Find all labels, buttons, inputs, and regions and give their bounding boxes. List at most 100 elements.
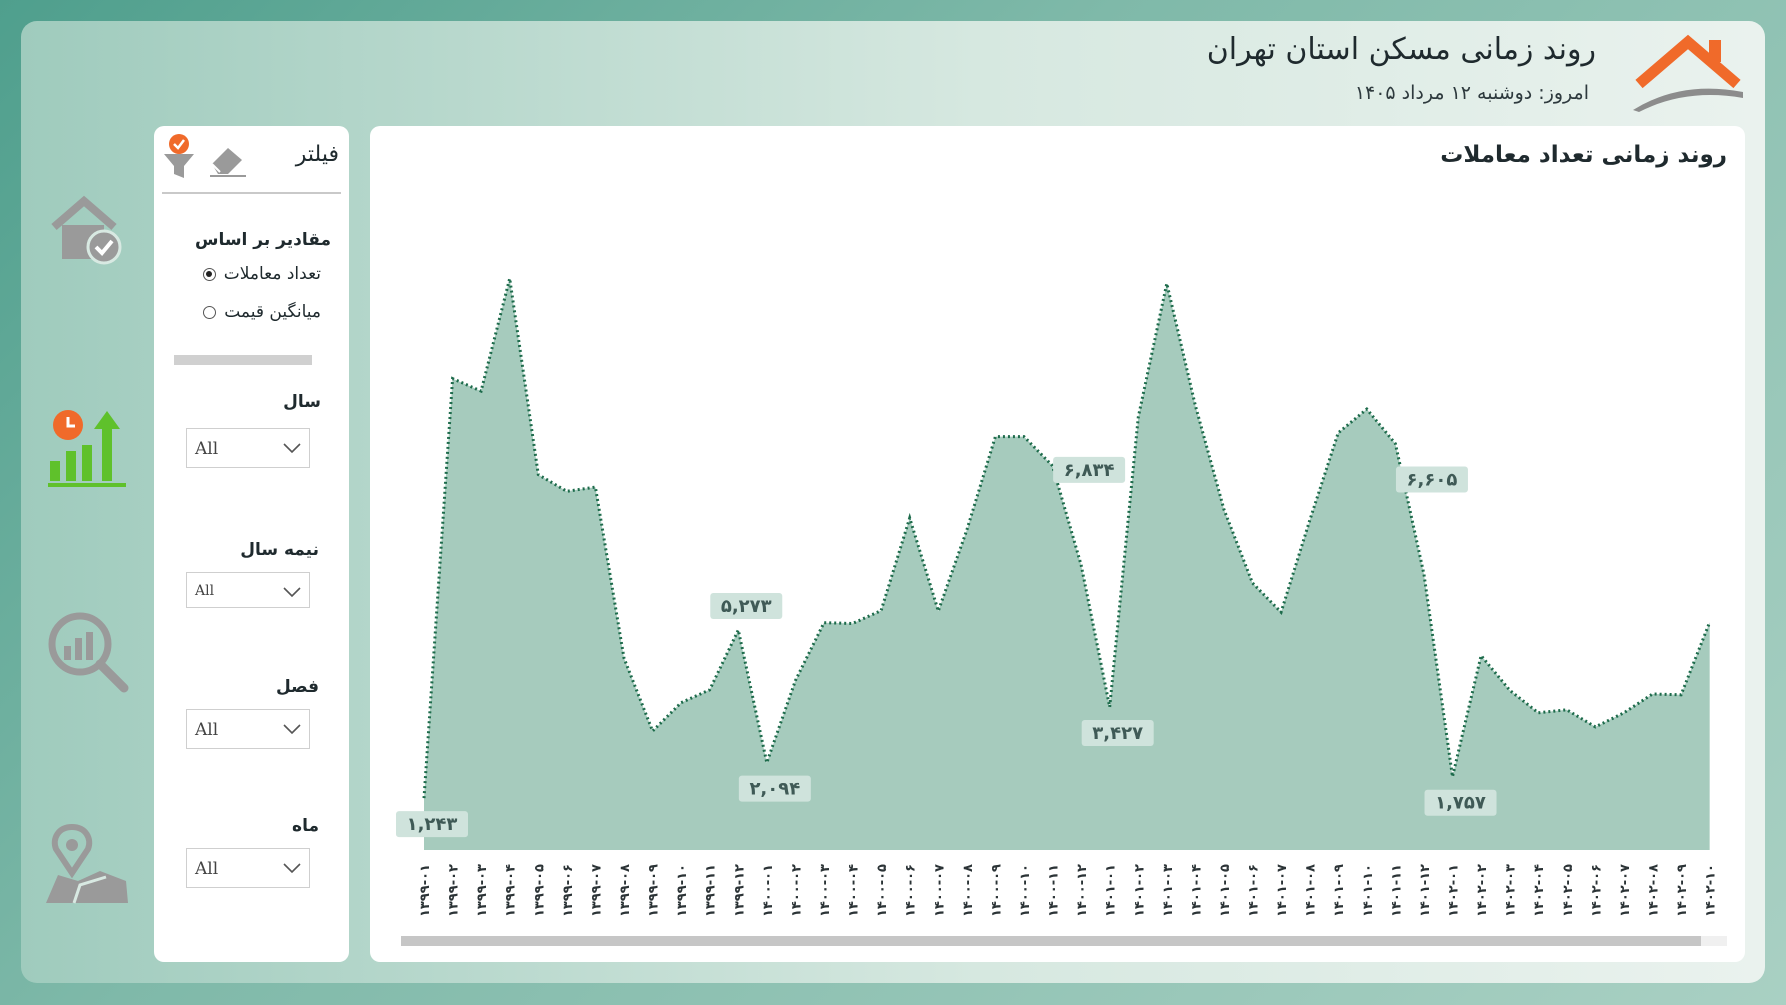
x-tick-label: ۱۳۹۹-۰۸ [618,864,633,917]
x-tick-label: ۱۴۰۱-۰۴ [1189,864,1204,917]
map-pin-icon[interactable] [44,823,130,909]
data-label-bg [1053,456,1126,483]
radio-unselected-icon[interactable] [203,305,217,319]
page-title: روند زمانی مسکن استان تهران [1206,32,1596,67]
x-tick-label: ۱۴۰۱-۰۷ [1275,864,1290,917]
x-tick-label: ۱۳۹۹-۰۹ [647,864,662,917]
month-dropdown-value: All [195,859,219,879]
chart-panel: روند زمانی تعداد معاملات ۱۳۹۹-۰۱ ۱۳۹۹-۰۲ ۱… [370,126,1745,962]
area-fill [424,278,1710,850]
chevron-down-icon [283,587,301,598]
x-tick-label: ۱۴۰۰-۰۱ [761,864,776,917]
x-tick-label: ۱۴۰۱-۱۲ [1418,864,1433,917]
x-tick-label: ۱۳۹۹-۱۲ [732,864,747,917]
x-tick-label: ۱۴۰۰-۰۶ [904,864,919,917]
today-date: امروز: دوشنبه ۱۲ مرداد ۱۴۰۵ [1354,82,1589,104]
home-check-icon[interactable] [44,187,130,273]
data-label: ۱,۲۴۳ [396,811,468,838]
data-label-bg [710,593,783,620]
chevron-down-icon [283,724,301,735]
chart-trend-icon[interactable] [44,405,130,491]
radio-price-label: میانگین قیمت [224,302,321,322]
x-tick-label: ۱۴۰۲-۰۹ [1675,864,1690,917]
x-tick-label: ۱۴۰۰-۱۱ [1047,864,1062,917]
filter-panel: فیلتر مقادیر بر اساس تعداد معاملات میانگ… [154,126,349,962]
x-tick-label: ۱۴۰۲-۱۰ [1704,864,1719,917]
data-label: ۱,۷۵۷ [1424,789,1497,816]
x-tick-label: ۱۳۹۹-۰۷ [589,864,604,917]
data-label: ۳,۴۲۷ [1081,720,1154,747]
series-line [422,278,1712,799]
x-tick-label: ۱۳۹۹-۰۲ [447,864,462,917]
chart-title: روند زمانی تعداد معاملات [1440,142,1727,168]
x-tick-label: ۱۳۹۹-۰۱ [418,864,433,917]
data-label-bg [1395,466,1468,493]
year-dropdown[interactable]: All [186,428,310,468]
x-tick-label: ۱۴۰۰-۰۲ [789,864,804,917]
x-tick-label: ۱۴۰۰-۰۴ [847,864,862,917]
chevron-down-icon [283,443,301,454]
season-label: فصل [275,677,319,697]
x-tick-label: ۱۴۰۰-۰۵ [875,864,890,917]
data-label-text: ۱,۲۴۳ [407,814,458,835]
month-dropdown[interactable]: All [186,848,310,888]
season-dropdown-value: All [195,720,219,740]
data-label-bg [396,811,468,838]
data-label-text: ۱,۷۵۷ [1435,793,1486,814]
filter-divider [162,192,341,194]
data-label-bg [738,775,811,802]
x-tick-label: ۱۳۹۹-۱۱ [704,864,719,917]
radio-selected-icon[interactable] [202,267,216,281]
half-year-label: نیمه سال [240,540,319,560]
radio-count-label: تعداد معاملات [223,264,321,284]
chevron-down-icon [283,863,301,874]
x-tick-label: ۱۴۰۱-۱۱ [1389,864,1404,917]
x-tick-label: ۱۴۰۲-۰۶ [1589,864,1604,917]
x-tick-label: ۱۴۰۰-۱۲ [1075,864,1090,917]
year-dropdown-value: All [195,439,219,459]
x-tick-label: ۱۴۰۲-۰۷ [1618,864,1633,917]
filter-scroll-slider[interactable] [174,355,312,365]
x-tick-label: ۱۴۰۱-۰۶ [1247,864,1262,917]
season-dropdown[interactable]: All [186,709,310,749]
x-tick-label: ۱۳۹۹-۰۳ [475,864,490,917]
funnel-icon[interactable] [160,132,198,180]
half-year-dropdown-value: All [195,583,215,599]
x-tick-label: ۱۴۰۱-۰۳ [1161,864,1176,917]
year-label: سال [283,392,321,412]
x-tick-label: ۱۴۰۰-۰۸ [961,864,976,917]
data-label-text: ۳,۴۲۷ [1092,723,1143,744]
radio-average-price[interactable]: میانگین قیمت [203,302,321,322]
data-label-text: ۶,۸۳۴ [1064,460,1115,481]
data-label: ۲,۰۹۴ [738,775,811,802]
x-tick-label: ۱۴۰۰-۰۷ [932,864,947,917]
x-tick-label: ۱۴۰۱-۰۸ [1304,864,1319,917]
x-tick-label: ۱۴۰۱-۰۲ [1132,864,1147,917]
x-tick-label: ۱۴۰۲-۰۳ [1504,864,1519,917]
analysis-search-icon[interactable] [44,608,130,694]
x-tick-label: ۱۴۰۰-۰۳ [818,864,833,917]
data-label-text: ۲,۰۹۴ [749,779,800,800]
x-tick-label: ۱۳۹۹-۰۶ [561,864,576,917]
filter-title: فیلتر [295,142,339,167]
data-label-text: ۶,۶۰۵ [1407,469,1458,490]
x-tick-label: ۱۴۰۱-۰۵ [1218,864,1233,917]
house-logo-icon [1633,34,1743,112]
data-label-bg [1081,720,1154,747]
data-label-text: ۵,۲۷۳ [721,596,772,617]
data-label: ۶,۸۳۴ [1053,456,1126,483]
radio-transaction-count[interactable]: تعداد معاملات [202,264,321,284]
half-year-dropdown[interactable]: All [186,572,310,608]
x-tick-label: ۱۳۹۹-۰۵ [532,864,547,917]
x-tick-label: ۱۴۰۲-۰۸ [1647,864,1662,917]
eraser-icon[interactable] [208,142,248,178]
x-tick-label: ۱۳۹۹-۱۰ [675,864,690,917]
transactions-area-chart[interactable]: ۱۳۹۹-۰۱ ۱۳۹۹-۰۲ ۱۳۹۹-۰۳ ۱۳۹۹-۰۴ ۱۳۹۹-۰۵ ۱۳۹۹-… [370,126,1745,962]
x-tick-label: ۱۴۰۲-۰۴ [1532,864,1547,917]
x-tick-label: ۱۴۰۰-۰۹ [989,864,1004,917]
data-label-bg [1424,789,1497,816]
data-label: ۵,۲۷۳ [710,593,783,620]
x-tick-label: ۱۴۰۱-۰۱ [1104,864,1119,917]
data-label: ۶,۶۰۵ [1395,466,1468,493]
chart-scrollbar-thumb[interactable] [401,936,1701,946]
